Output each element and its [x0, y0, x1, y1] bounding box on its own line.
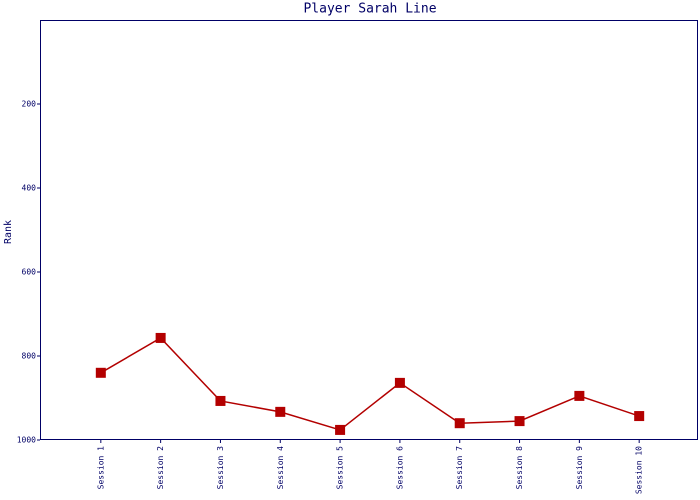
data-point — [335, 424, 346, 435]
x-tick-label: Session 7 — [455, 446, 464, 490]
data-point — [454, 418, 465, 429]
data-point — [275, 406, 286, 417]
plot-frame — [40, 20, 698, 440]
y-tick-label: 400 — [22, 184, 37, 193]
x-tick-label: Session 3 — [216, 446, 225, 490]
x-tick-label: Session 6 — [395, 446, 404, 490]
x-tick-label: Session 1 — [96, 446, 105, 490]
y-tick-label: 200 — [22, 100, 37, 109]
y-tick-label: 600 — [22, 268, 37, 277]
y-axis-label: Rank — [3, 220, 14, 244]
y-tick-label: 800 — [22, 352, 37, 361]
x-tick-label: Session 9 — [575, 446, 584, 490]
data-point — [95, 367, 106, 378]
data-point — [514, 416, 525, 427]
data-point — [634, 411, 645, 422]
series-line — [100, 336, 640, 431]
x-tick-label: Session 8 — [515, 446, 524, 490]
data-point — [574, 390, 585, 401]
x-tick-label: Session 4 — [276, 446, 285, 490]
data-point — [394, 377, 405, 388]
x-tick-label: Session 10 — [635, 446, 644, 494]
data-point — [155, 332, 166, 343]
data-point — [215, 395, 226, 406]
x-tick-label: Session 5 — [336, 446, 345, 490]
chart-title: Player Sarah Line — [303, 2, 436, 17]
y-tick-label: 1000 — [17, 436, 36, 445]
x-tick-label: Session 2 — [156, 446, 165, 490]
